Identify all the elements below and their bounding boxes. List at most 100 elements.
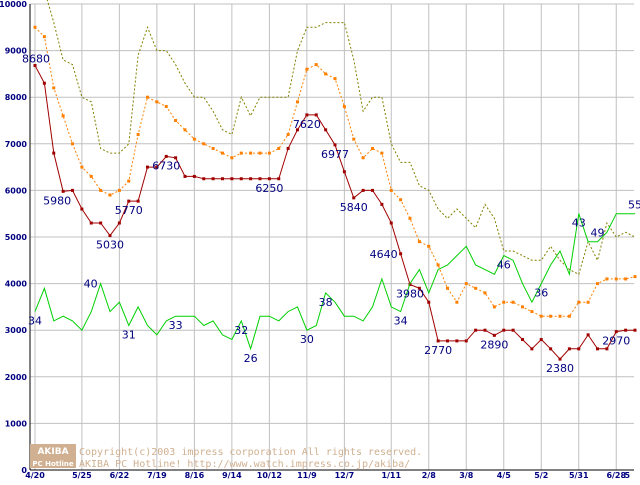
point-price-avg — [474, 286, 478, 290]
point-price-min — [436, 339, 440, 343]
data-label-stock-count: 40 — [84, 278, 98, 291]
point-price-avg — [314, 63, 318, 67]
data-label-price-min: 5980 — [43, 194, 71, 207]
point-price-min — [155, 165, 159, 169]
x-tick-label: 7/19 — [147, 471, 167, 480]
point-price-min — [258, 177, 262, 181]
logo-bottom-box — [30, 457, 76, 468]
point-price-min — [380, 202, 384, 206]
y-tick-label: 1000 — [5, 419, 28, 428]
point-price-avg — [436, 263, 440, 267]
series-line-price-avg — [34, 26, 636, 317]
y-tick-label: 10000 — [0, 0, 27, 9]
point-price-min — [164, 154, 168, 158]
point-price-min — [99, 221, 103, 225]
point-price-min — [267, 177, 271, 181]
point-price-avg — [296, 100, 299, 104]
data-label-stock-count: 34 — [394, 315, 408, 328]
point-price-min — [352, 196, 356, 200]
series-lines — [33, 0, 637, 361]
data-label-stock-count: 26 — [244, 352, 258, 365]
point-price-min — [61, 189, 65, 193]
point-price-min — [108, 234, 112, 238]
point-price-min — [596, 347, 599, 351]
data-label-stock-count: 36 — [534, 287, 548, 300]
point-price-avg — [586, 300, 590, 304]
point-price-min — [605, 347, 609, 351]
point-price-avg — [427, 244, 431, 248]
y-tick-label: 0 — [21, 466, 27, 475]
series-line-stock-count — [34, 213, 635, 351]
point-price-min — [483, 328, 487, 332]
copyright-text: Copyright(c)2003 impress corporation All… — [79, 447, 422, 458]
point-price-min — [71, 188, 74, 192]
point-price-avg — [146, 95, 149, 99]
point-price-avg — [136, 132, 140, 136]
point-price-min — [399, 252, 403, 256]
point-price-min — [192, 174, 196, 178]
x-tick-label: 11/9 — [297, 471, 317, 480]
point-price-avg — [99, 188, 103, 192]
y-tick-label: 2000 — [5, 373, 28, 382]
logo-top-text: AKIBA — [37, 447, 68, 457]
y-tick-label: 3000 — [5, 326, 28, 335]
point-price-avg — [89, 174, 93, 178]
point-price-min — [389, 221, 393, 225]
point-price-min — [305, 113, 309, 117]
point-price-avg — [249, 151, 253, 155]
point-price-avg — [371, 146, 374, 150]
point-price-avg — [42, 35, 46, 39]
point-price-avg — [614, 277, 618, 281]
x-tick-label: 8/16 — [185, 471, 205, 480]
data-label-price-min: 5030 — [96, 239, 124, 252]
point-price-min — [371, 188, 374, 192]
data-label-stock-count: 38 — [319, 296, 333, 309]
point-price-min — [324, 128, 328, 132]
point-price-min — [455, 339, 459, 343]
point-price-min — [464, 339, 468, 343]
point-price-min — [286, 146, 290, 150]
point-price-avg — [389, 188, 393, 192]
point-price-avg — [567, 314, 571, 318]
point-price-avg — [399, 198, 403, 202]
point-price-avg — [633, 275, 637, 279]
point-price-min — [314, 113, 318, 117]
x-tick-label: 3/8 — [459, 471, 473, 480]
credit-watermark: AKIBA PC Hotline Copyright(c)2003 impres… — [30, 444, 422, 470]
point-price-min — [567, 347, 571, 351]
point-price-avg — [202, 142, 206, 146]
point-price-avg — [230, 156, 234, 160]
point-price-min — [521, 338, 524, 342]
site-url-text: AKIBA PC Hotline! http://www.watch.impre… — [79, 459, 410, 470]
point-price-min — [558, 357, 562, 361]
point-price-avg — [352, 137, 356, 141]
x-tick-label: 9/14 — [222, 471, 242, 480]
point-price-min — [492, 333, 496, 337]
point-price-min — [33, 64, 37, 68]
y-tick-label: 9000 — [5, 47, 28, 56]
point-price-avg — [446, 286, 449, 290]
point-price-avg — [192, 137, 196, 141]
series-line-price-max — [46, 0, 636, 276]
point-price-min — [221, 177, 224, 181]
point-price-min — [333, 143, 337, 147]
x-tick-label: 1/11 — [381, 471, 401, 480]
point-price-avg — [605, 277, 609, 281]
point-price-min — [624, 328, 628, 332]
point-price-min — [549, 347, 553, 351]
point-price-avg — [342, 105, 346, 109]
point-price-min — [361, 188, 365, 192]
point-price-avg — [417, 240, 421, 244]
point-price-min — [296, 128, 299, 132]
point-price-avg — [33, 25, 37, 29]
data-label-price-min: 6250 — [255, 182, 283, 195]
point-price-min — [127, 199, 131, 203]
point-price-avg — [558, 314, 562, 318]
point-price-min — [539, 338, 543, 342]
data-label-price-min: 6730 — [152, 159, 180, 172]
point-price-avg — [239, 151, 243, 155]
point-price-min — [277, 177, 281, 181]
point-price-min — [614, 330, 618, 334]
data-label-stock-count: 30 — [300, 333, 314, 346]
point-price-min — [427, 300, 431, 304]
